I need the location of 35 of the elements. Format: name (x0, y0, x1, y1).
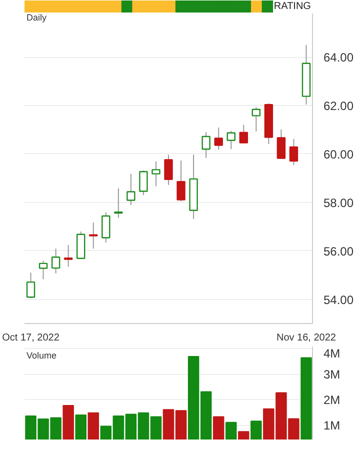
y-tick-label: 58.00 (324, 196, 354, 210)
candlestick (176, 160, 186, 202)
y-tick-label: 62.00 (324, 99, 354, 114)
y-tick-label: 2M (324, 392, 340, 407)
candlestick (38, 260, 48, 280)
y-tick-label: 54.00 (324, 292, 354, 307)
candlestick (64, 244, 73, 268)
chart-title: Volume (26, 350, 57, 360)
candlestick (252, 106, 261, 132)
candlestick (139, 170, 148, 196)
y-axis-title: RATING (274, 1, 312, 12)
y-tick-label: 60.00 (324, 147, 354, 162)
candlestick (26, 272, 36, 299)
candlestick (289, 138, 298, 166)
candlestick (102, 212, 110, 244)
candlestick (114, 188, 123, 218)
x-tick-label: Oct 17, 2022 (2, 332, 60, 344)
candlestick (51, 248, 60, 274)
candlestick (214, 127, 223, 150)
candlestick (226, 130, 236, 150)
y-tick-label: 4M (324, 346, 340, 360)
candlestick (202, 132, 210, 158)
candlestick (276, 128, 286, 160)
candlestick (239, 124, 248, 144)
y-tick-label: 56.00 (324, 244, 354, 258)
x-tick-label: Nov 16, 2022 (276, 332, 336, 344)
candlestick (126, 173, 136, 206)
chart-title: Daily (26, 12, 48, 22)
candlestick (164, 154, 173, 186)
y-tick-label: 3M (324, 367, 340, 382)
candlestick (89, 222, 98, 250)
y-tick-label: 1M (324, 418, 340, 432)
candlestick (152, 160, 160, 187)
y-tick-label: 64.00 (324, 50, 354, 65)
candlestick (76, 230, 86, 260)
